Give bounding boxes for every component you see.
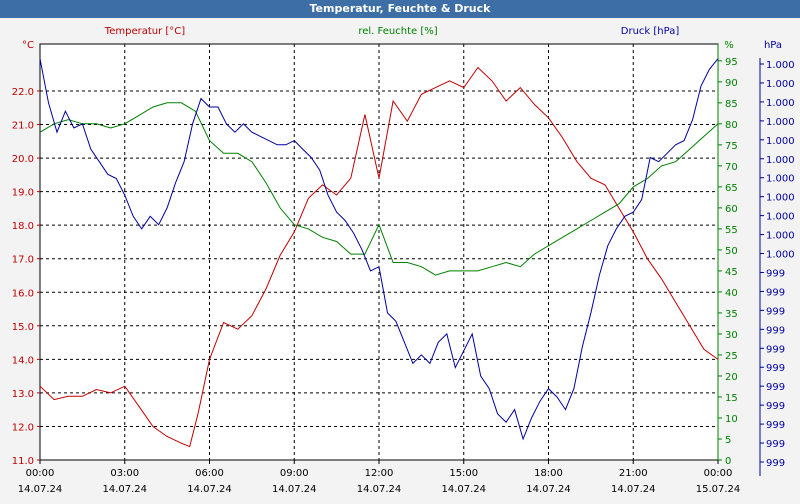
pressure-unit-label: hPa bbox=[764, 40, 782, 51]
plot-background bbox=[39, 43, 719, 461]
humidity-tick-label: 80 bbox=[725, 120, 738, 131]
x-tick-label-time: 00:00 bbox=[26, 468, 55, 479]
temperature-tick-label: 22.0 bbox=[12, 87, 34, 98]
temperature-axis-title: Temperatur [°C] bbox=[104, 26, 185, 37]
pressure-tick-label: 1.000 bbox=[766, 136, 795, 147]
humidity-tick-label: 70 bbox=[725, 162, 738, 173]
pressure-tick-label: 1.000 bbox=[766, 174, 795, 185]
humidity-tick-label: 85 bbox=[725, 99, 738, 110]
x-tick-label-time: 06:00 bbox=[195, 468, 224, 479]
chart-svg: 11.0 12.0 13.0 14.0 15.0 16.0 17.0 18.0 19.0 20.0… bbox=[12, 26, 795, 495]
humidity-axis-title: rel. Feuchte [%] bbox=[358, 26, 437, 37]
humidity-tick-label: 75 bbox=[725, 141, 738, 152]
humidity-axis: 0 5 10 15 20 25 30 35 40 45 50 55 60 65 70 75 80 85 90 95 bbox=[717, 44, 738, 467]
series-lines bbox=[39, 58, 719, 448]
humidity-tick-label: 55 bbox=[725, 225, 738, 236]
temperature-unit-label: °C bbox=[22, 40, 34, 51]
pressure-tick-label: 999 bbox=[766, 287, 785, 298]
x-tick-label-date: 14.07.24 bbox=[526, 484, 571, 495]
pressure-tick-label: 999 bbox=[766, 401, 785, 412]
x-axis: 00:00 14.07.24 03:00 14.07.24 06:00 14.07.24 0… bbox=[18, 460, 741, 495]
temperature-tick-label: 13.0 bbox=[12, 389, 34, 400]
temperature-tick-label: 16.0 bbox=[12, 288, 34, 299]
pressure-tick-label: 1.000 bbox=[766, 60, 795, 71]
x-tick-label-time: 21:00 bbox=[619, 468, 648, 479]
pressure-tick-label: 999 bbox=[766, 458, 785, 469]
x-tick-label-date: 15.07.24 bbox=[696, 484, 741, 495]
x-tick-label-date: 14.07.24 bbox=[357, 484, 402, 495]
x-tick-label-date: 14.07.24 bbox=[102, 484, 147, 495]
pressure-tick-label: 999 bbox=[766, 382, 785, 393]
pressure-tick-label: 999 bbox=[766, 363, 785, 374]
x-tick-label-time: 15:00 bbox=[449, 468, 478, 479]
x-tick-label-time: 18:00 bbox=[534, 468, 563, 479]
temperature-tick-label: 21.0 bbox=[12, 121, 34, 132]
series-line-humidity bbox=[39, 102, 719, 276]
pressure-tick-label: 999 bbox=[766, 420, 785, 431]
chart-area: 11.0 12.0 13.0 14.0 15.0 16.0 17.0 18.0 19.0 20.0… bbox=[0, 18, 800, 500]
pressure-tick-label: 1.000 bbox=[766, 117, 795, 128]
pressure-tick-label: 1.000 bbox=[766, 212, 795, 223]
humidity-tick-label: 0 bbox=[725, 456, 731, 467]
humidity-tick-label: 15 bbox=[725, 393, 738, 404]
x-tick-label-date: 14.07.24 bbox=[272, 484, 317, 495]
humidity-tick-label: 30 bbox=[725, 330, 738, 341]
x-tick-label-date: 14.07.24 bbox=[187, 484, 232, 495]
x-tick-label-date: 14.07.24 bbox=[441, 484, 486, 495]
temperature-tick-label: 12.0 bbox=[12, 422, 34, 433]
humidity-tick-label: 5 bbox=[725, 435, 731, 446]
temperature-tick-label: 20.0 bbox=[12, 154, 34, 165]
temperature-tick-label: 15.0 bbox=[12, 322, 34, 333]
x-tick-label-time: 03:00 bbox=[110, 468, 139, 479]
x-tick-label-date: 14.07.24 bbox=[18, 484, 63, 495]
humidity-tick-label: 35 bbox=[725, 309, 738, 320]
humidity-tick-label: 60 bbox=[725, 204, 738, 215]
humidity-unit-label: % bbox=[724, 40, 734, 51]
series-line-temperature bbox=[39, 66, 719, 448]
temperature-tick-label: 17.0 bbox=[12, 255, 34, 266]
x-tick-label-date: 14.07.24 bbox=[611, 484, 656, 495]
pressure-tick-label: 1.000 bbox=[766, 193, 795, 204]
humidity-tick-label: 50 bbox=[725, 246, 738, 257]
pressure-tick-label: 999 bbox=[766, 306, 785, 317]
pressure-tick-label: 1.000 bbox=[766, 155, 795, 166]
pressure-tick-label: 999 bbox=[766, 325, 785, 336]
x-tick-label-time: 12:00 bbox=[365, 468, 394, 479]
pressure-tick-label: 1.000 bbox=[766, 79, 795, 90]
humidity-tick-label: 90 bbox=[725, 78, 738, 89]
humidity-tick-label: 25 bbox=[725, 351, 738, 362]
pressure-axis: 999 999 999 999 999 999 999 999 999 999 999 1.000 1.… bbox=[759, 58, 795, 476]
temperature-tick-label: 19.0 bbox=[12, 188, 34, 199]
pressure-tick-label: 1.000 bbox=[766, 231, 795, 242]
pressure-tick-label: 999 bbox=[766, 344, 785, 355]
pressure-tick-label: 999 bbox=[766, 268, 785, 279]
pressure-tick-label: 999 bbox=[766, 439, 785, 450]
humidity-tick-label: 40 bbox=[725, 288, 738, 299]
humidity-tick-label: 95 bbox=[725, 57, 738, 68]
x-tick-label-time: 09:00 bbox=[280, 468, 309, 479]
humidity-tick-label: 10 bbox=[725, 414, 738, 425]
pressure-axis-title: Druck [hPa] bbox=[621, 26, 680, 37]
pressure-tick-label: 1.000 bbox=[766, 98, 795, 109]
temperature-tick-label: 18.0 bbox=[12, 221, 34, 232]
x-tick-label-time: 00:00 bbox=[704, 468, 733, 479]
temperature-axis: 11.0 12.0 13.0 14.0 15.0 16.0 17.0 18.0 19.0 20.0… bbox=[12, 87, 40, 467]
humidity-tick-label: 45 bbox=[725, 267, 738, 278]
temperature-tick-label: 11.0 bbox=[12, 456, 34, 467]
series-line-pressure bbox=[39, 58, 719, 441]
temperature-tick-label: 14.0 bbox=[12, 355, 34, 366]
humidity-tick-label: 20 bbox=[725, 372, 738, 383]
pressure-tick-label: 1.000 bbox=[766, 250, 795, 261]
humidity-tick-label: 65 bbox=[725, 183, 738, 194]
chart-title: Temperatur, Feuchte & Druck bbox=[0, 0, 800, 18]
